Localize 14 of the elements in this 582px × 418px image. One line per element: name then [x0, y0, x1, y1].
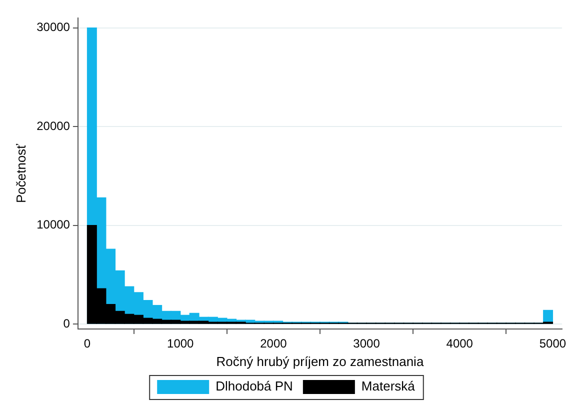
- y-axis-title: Početnosť: [13, 144, 28, 204]
- x-tick-label: 5000: [539, 336, 566, 351]
- y-tick-label: 30000: [36, 20, 70, 34]
- y-tick-label: 0: [63, 316, 70, 330]
- y-tick-label: 20000: [36, 118, 70, 133]
- legend-label: Materská: [361, 378, 416, 394]
- x-tick-label: 2000: [260, 336, 288, 351]
- legend-label: Dlhodobá PN: [216, 378, 293, 394]
- x-tick-label: 4000: [446, 336, 474, 351]
- x-tick-label: 1000: [167, 336, 194, 351]
- x-tick-label: 3000: [353, 336, 380, 351]
- y-tick-label: 10000: [36, 218, 70, 232]
- x-axis-title: Ročný hrubý príjem zo zamestnania: [216, 354, 424, 369]
- x-tick-label: 0: [84, 336, 91, 351]
